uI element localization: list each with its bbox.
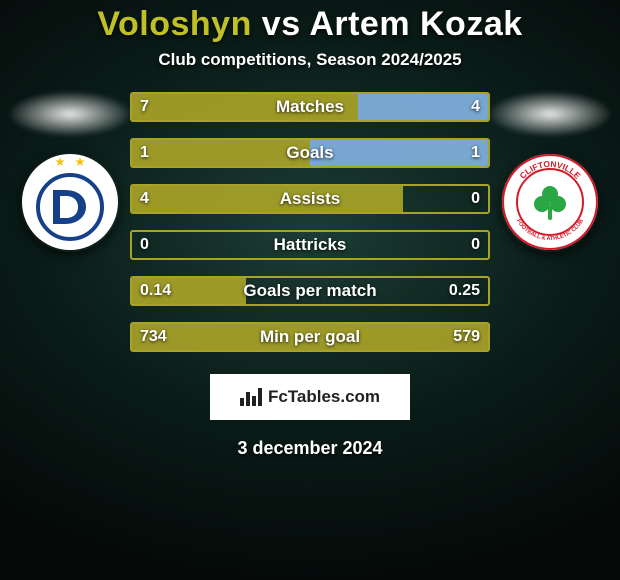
- stat-value-player2: 1: [471, 144, 480, 162]
- dynamo-kyiv-badge: [20, 152, 120, 252]
- subtitle: Club competitions, Season 2024/2025: [0, 50, 620, 70]
- right-badge-column: CLIFTONVILLE FOOTBALL & ATHLETIC CLUB: [490, 92, 610, 252]
- cliftonville-badge: CLIFTONVILLE FOOTBALL & ATHLETIC CLUB: [500, 152, 600, 252]
- stat-value-player2: 4: [471, 98, 480, 116]
- stat-bar: 7Matches4: [130, 92, 490, 122]
- dynamo-kyiv-crest-icon: [20, 152, 120, 252]
- main-row: 7Matches41Goals14Assists00Hattricks00.14…: [0, 92, 620, 352]
- page-title: Voloshyn vs Artem Kozak: [0, 5, 620, 44]
- stat-bar: 0.14Goals per match0.25: [130, 276, 490, 306]
- stat-value-player2: 0: [471, 236, 480, 254]
- stat-bar: 734Min per goal579: [130, 322, 490, 352]
- footer-date: 3 december 2024: [0, 438, 620, 459]
- stat-label: Goals per match: [132, 281, 488, 301]
- stat-label: Min per goal: [132, 327, 488, 347]
- stat-label: Assists: [132, 189, 488, 209]
- brand-text: FcTables.com: [268, 387, 380, 407]
- stat-bar: 0Hattricks0: [130, 230, 490, 260]
- title-vs: vs: [262, 5, 301, 43]
- stat-bars: 7Matches41Goals14Assists00Hattricks00.14…: [130, 92, 490, 352]
- stat-label: Goals: [132, 143, 488, 163]
- brand-tag: FcTables.com: [210, 374, 410, 420]
- cliftonville-crest-icon: CLIFTONVILLE FOOTBALL & ATHLETIC CLUB: [500, 152, 600, 252]
- stat-bar: 4Assists0: [130, 184, 490, 214]
- stat-bar: 1Goals1: [130, 138, 490, 168]
- stat-label: Matches: [132, 97, 488, 117]
- glow-left: [10, 92, 130, 136]
- chart-icon: [240, 388, 262, 406]
- stat-value-player2: 0: [471, 190, 480, 208]
- left-badge-column: [10, 92, 130, 252]
- title-player2: Artem Kozak: [309, 5, 522, 43]
- comparison-card: Voloshyn vs Artem Kozak Club competition…: [0, 0, 620, 459]
- stat-value-player2: 0.25: [449, 282, 480, 300]
- title-player1: Voloshyn: [97, 5, 252, 43]
- glow-right: [490, 92, 610, 136]
- stat-value-player2: 579: [453, 328, 480, 346]
- stat-label: Hattricks: [132, 235, 488, 255]
